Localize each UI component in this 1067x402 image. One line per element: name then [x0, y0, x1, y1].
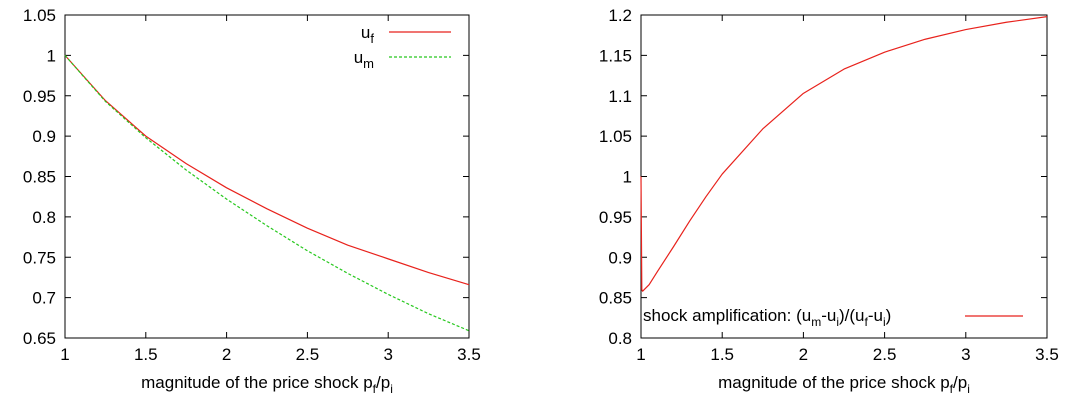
y-tick-label: 1.1: [608, 87, 632, 106]
y-tick-label: 0.8: [32, 208, 56, 227]
x-tick-label: 2: [799, 345, 808, 364]
y-tick-label: 0.9: [32, 127, 56, 146]
y-tick-label: 1.2: [608, 6, 632, 25]
x-axis-title: magnitude of the price shock pf/pi: [141, 373, 393, 396]
y-tick-label: 0.65: [23, 329, 56, 348]
x-tick-label: 3.5: [1035, 345, 1059, 364]
y-tick-label: 0.95: [599, 208, 632, 227]
y-tick-label: 0.8: [608, 329, 632, 348]
plot-frame: [64, 14, 470, 339]
x-axis-title: magnitude of the price shock pf/pi: [718, 373, 970, 396]
legend-label: um: [354, 48, 374, 71]
y-tick-label: 0.85: [23, 168, 56, 187]
y-tick-label: 1.15: [599, 46, 632, 65]
y-tick-label: 1: [623, 168, 632, 187]
series-line-0: [640, 16, 1048, 292]
plot-frame: [640, 14, 1048, 339]
legend-label: shock amplification: (um-ui)/(uf-ui): [643, 306, 891, 329]
y-tick-label: 0.75: [23, 248, 56, 267]
x-tick-label: 2: [222, 345, 231, 364]
x-tick-label: 2.5: [296, 345, 320, 364]
y-tick-label: 1.05: [599, 127, 632, 146]
y-tick-label: 0.85: [599, 289, 632, 308]
chart-right-panel: 0.8 0.85 0.9 0.95 1 1.05 1.1 1.15 1.2 1 1.5 2 2.5 3 3.…: [599, 6, 1059, 396]
y-tick-label: 1: [47, 46, 56, 65]
legend-label: uf: [361, 23, 374, 46]
y-tick-label: 0.7: [32, 289, 56, 308]
y-tick-label: 1.05: [23, 6, 56, 25]
x-tick-label: 1.5: [134, 345, 158, 364]
series-line-0: [64, 54, 470, 286]
y-tick-label: 0.9: [608, 248, 632, 267]
series-line-1: [64, 54, 470, 332]
x-tick-label: 1: [60, 345, 69, 364]
x-tick-label: 2.5: [873, 345, 897, 364]
chart-left-panel: 0.65 0.7 0.75 0.8 0.85 0.9 0.95 1 1.05 1 1.5 2 2.5 3 3…: [23, 6, 481, 396]
x-tick-label: 1: [636, 345, 645, 364]
x-tick-label: 3.5: [457, 345, 481, 364]
x-tick-label: 3: [961, 345, 970, 364]
x-tick-label: 3: [383, 345, 392, 364]
y-tick-label: 0.95: [23, 87, 56, 106]
x-tick-label: 1.5: [710, 345, 734, 364]
